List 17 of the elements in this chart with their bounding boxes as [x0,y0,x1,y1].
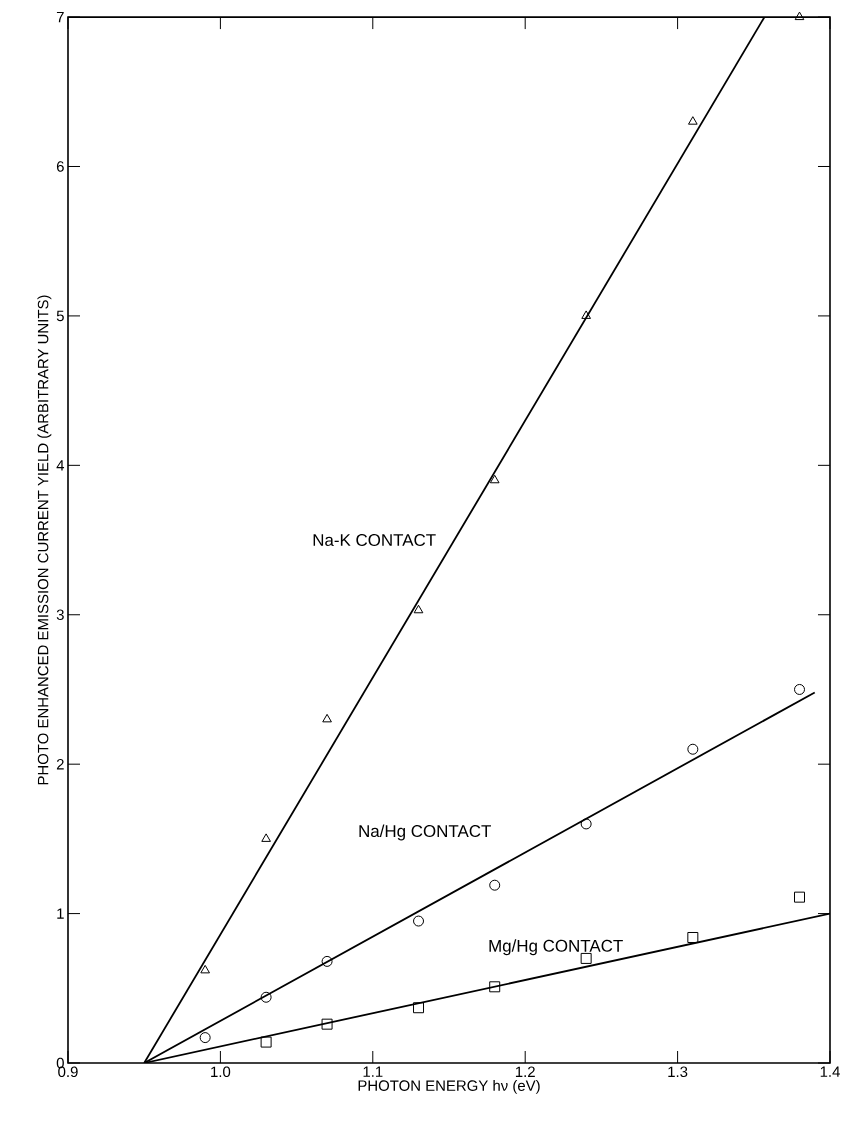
x-tick-label: 1.3 [668,1066,688,1078]
x-axis-title: PHOTON ENERGY hν (eV) [358,1079,540,1094]
y-tick-label: 3 [56,609,64,621]
series-label: Na-K CONTACT [313,534,436,547]
series-label: Na/Hg CONTACT [359,824,492,841]
y-tick-label: 2 [57,758,64,770]
x-tick-label: 1.4 [820,1066,841,1077]
x-tick-label: 1.1 [363,1066,383,1077]
y-axis-title: PHOTO ENHANCED EMISSION CURRENT YIELD (ARBITRARY UNITS) [37,295,52,785]
y-tick-label: 5 [56,310,65,322]
y-tick-label: 7 [57,11,64,23]
x-tick-label: 1.2 [516,1066,535,1077]
y-tick-label: 6 [57,161,64,172]
y-tick-label: 1 [57,908,64,919]
x-tick-label: 1.0 [211,1066,231,1078]
y-tick-label: 4 [56,460,65,471]
series-label: Mg/Hg CONTACT [489,939,624,956]
